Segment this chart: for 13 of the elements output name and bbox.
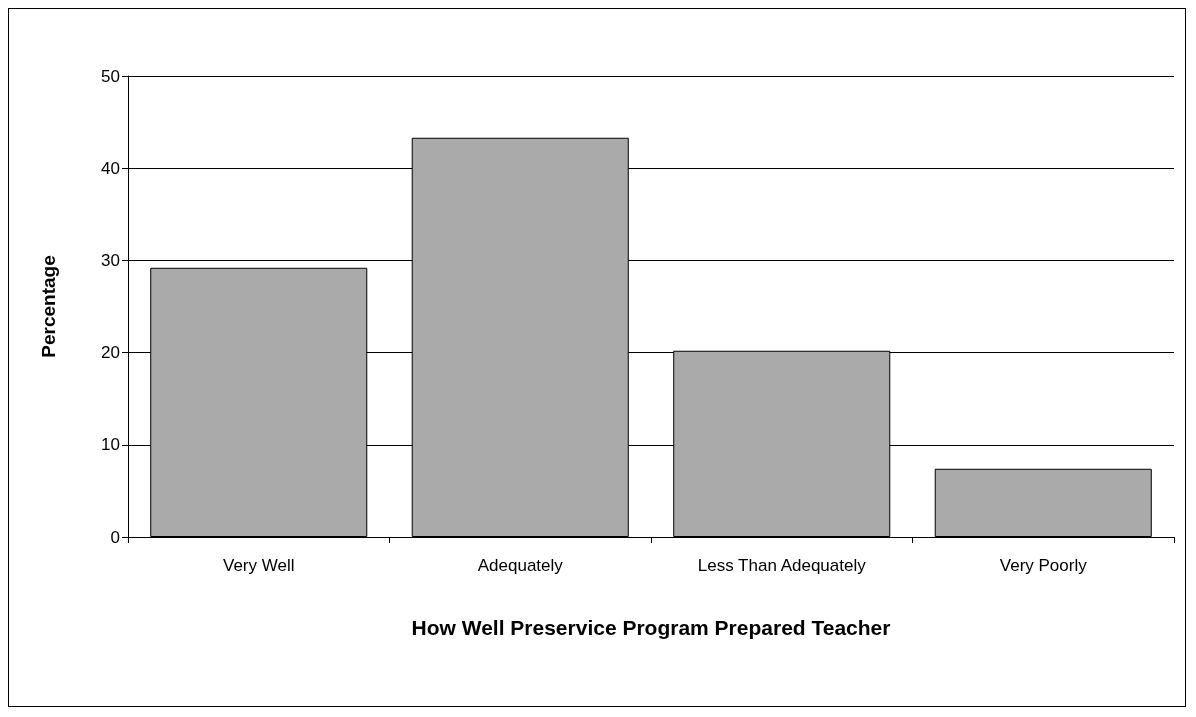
y-tick-label: 10 bbox=[101, 435, 120, 455]
x-tick-label: Very Well bbox=[223, 556, 295, 575]
y-tick-label: 40 bbox=[101, 158, 120, 178]
x-tick-label: Adequately bbox=[477, 556, 564, 575]
bar bbox=[934, 468, 1152, 537]
x-tick-label: Very Poorly bbox=[999, 556, 1088, 575]
x-axis-title: How Well Preservice Program Prepared Teacher bbox=[411, 616, 891, 639]
y-tick-label: 20 bbox=[101, 343, 120, 363]
y-tick-label: 30 bbox=[101, 250, 120, 270]
x-tick-label: Less Than Adequately bbox=[697, 556, 867, 575]
y-axis-title: Percentage bbox=[38, 255, 59, 358]
y-tick-label: 0 bbox=[110, 527, 120, 547]
y-tick-label: 50 bbox=[101, 66, 120, 86]
